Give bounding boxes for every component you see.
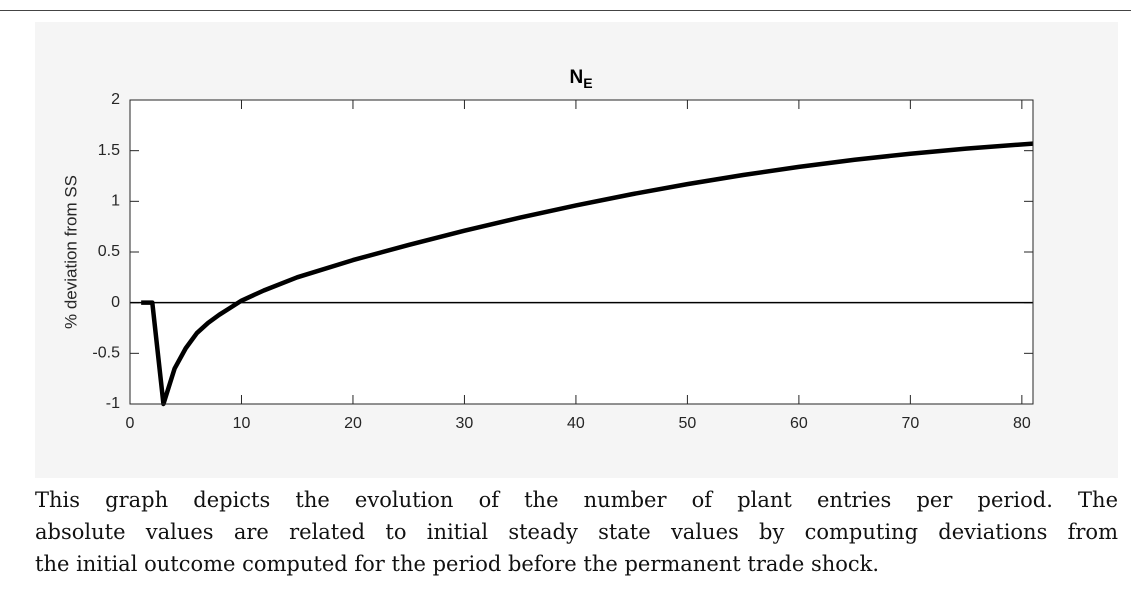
caption: This graph depicts the evolution of the … [35, 484, 1118, 580]
plot-area [130, 100, 1033, 404]
x-tick-label: 70 [901, 415, 919, 432]
caption-line: absolute values are related to initial s… [35, 520, 1118, 544]
caption-line: the initial outcome computed for the per… [35, 552, 880, 576]
caption-line: This graph depicts the evolution of the … [35, 488, 1118, 512]
x-tick-label: 10 [233, 415, 251, 432]
x-tick-label: 30 [456, 415, 474, 432]
y-tick-label: -0.5 [92, 345, 120, 362]
x-tick-label: 20 [344, 415, 362, 432]
y-tick-label: 0 [111, 294, 120, 311]
x-tick-label: 80 [1013, 415, 1031, 432]
y-axis-label: % deviation from SS [61, 175, 80, 329]
axes-box [129, 99, 1034, 405]
y-tick-label: -1 [106, 395, 120, 412]
chart: NE % deviation from SS -1-0.500.511.520 1… [61, 67, 1034, 433]
top-rule [0, 10, 1131, 11]
chart-title: NE [569, 67, 592, 91]
y-tick-label: 1 [111, 193, 120, 210]
x-tick-label: 0 [126, 415, 135, 432]
data-line [141, 141, 1034, 407]
y-tick-label: 0.5 [98, 243, 120, 260]
title-main: N [569, 67, 583, 88]
x-tick-label: 60 [790, 415, 808, 432]
x-tick-label: 50 [679, 415, 697, 432]
title-subscript: E [583, 75, 592, 91]
x-tick-label: 40 [567, 415, 585, 432]
y-tick-label: 2 [111, 91, 120, 108]
y-tick-label: 1.5 [98, 142, 120, 159]
